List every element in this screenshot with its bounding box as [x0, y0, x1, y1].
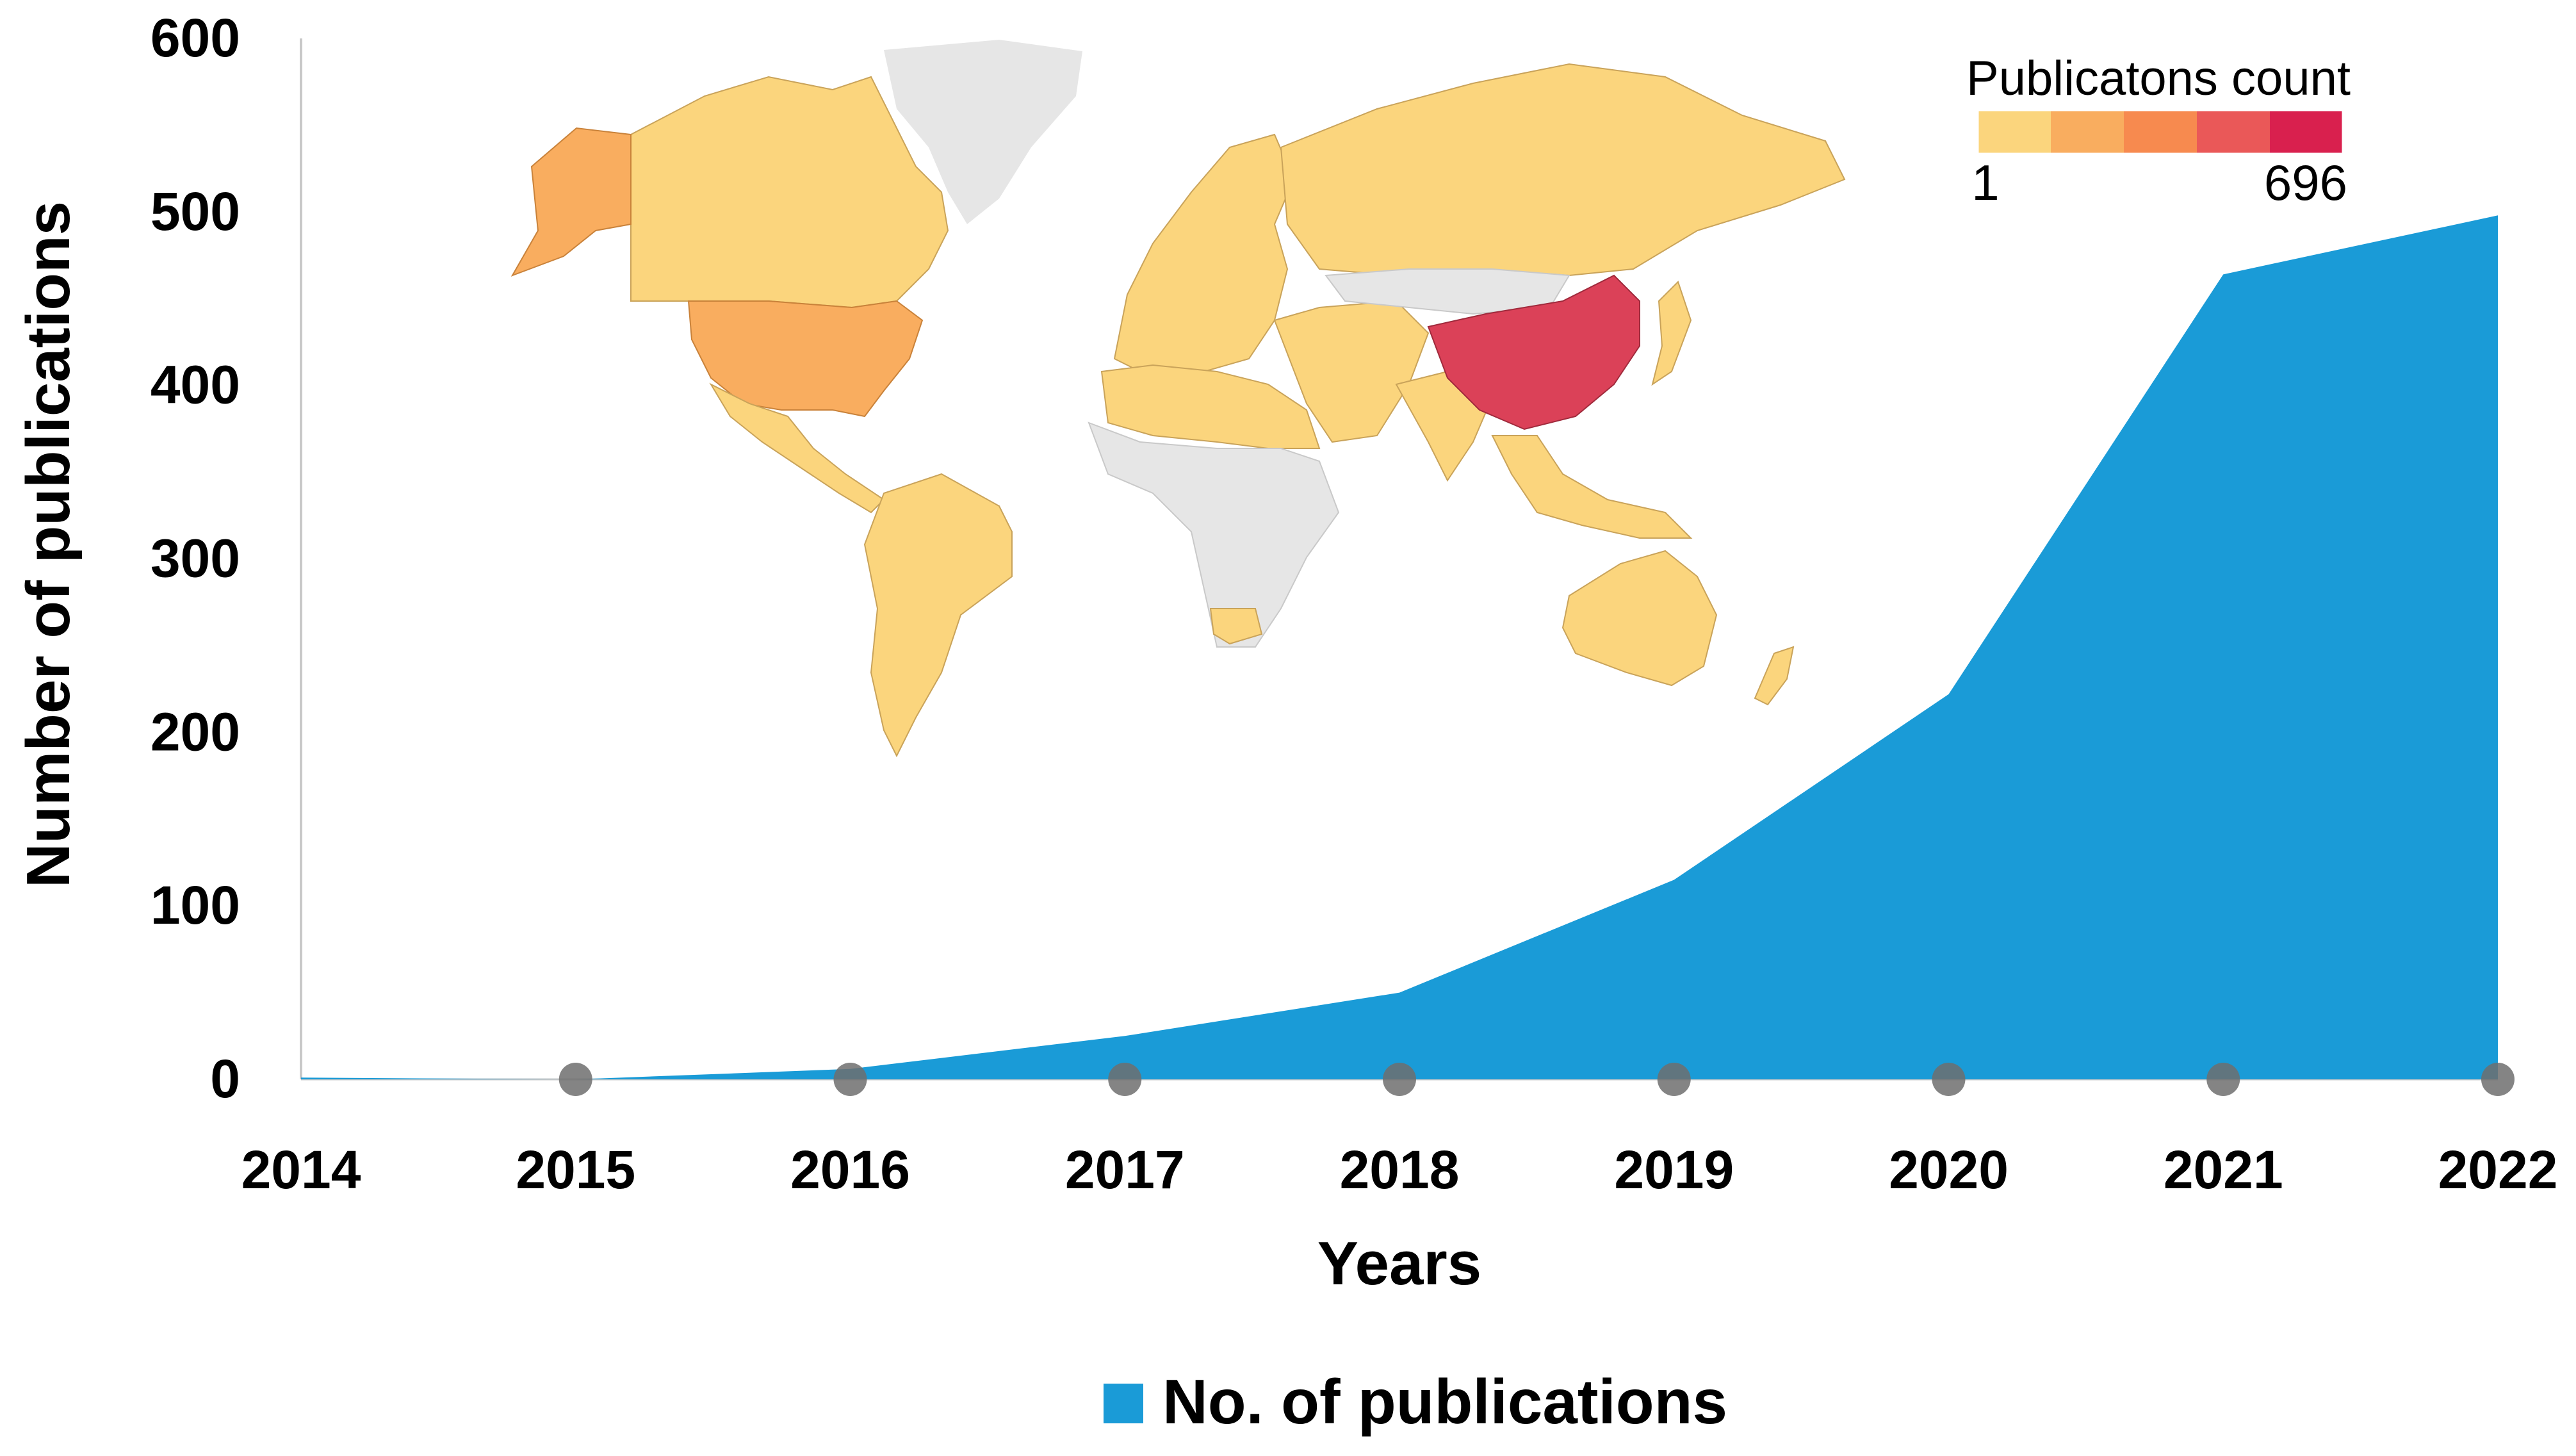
map-region-north-africa [1100, 364, 1321, 449]
map-region-japan [1651, 281, 1692, 386]
colorbar-border [1977, 109, 2344, 155]
x-tick-label: 2017 [1065, 1140, 1185, 1200]
year-marker-2018 [1383, 1063, 1416, 1096]
colorbar-swatch [2270, 110, 2344, 154]
y-tick-label: 100 [151, 875, 240, 935]
map-region-greenland [884, 40, 1082, 224]
year-marker-2015 [558, 1063, 592, 1096]
y-tick-label: 400 [151, 355, 240, 415]
y-tick-label: 300 [151, 528, 240, 589]
colorbar-title: Publicatons count [1966, 51, 2351, 106]
y-tick-label: 200 [151, 701, 240, 762]
colorbar-min-label: 1 [1971, 154, 1999, 211]
map-region-south-america [863, 473, 1013, 758]
colorbar-max-label: 696 [2264, 154, 2347, 211]
y-tick-label: 600 [151, 8, 240, 68]
x-axis-title: Years [1317, 1229, 1481, 1298]
x-tick-label: 2014 [241, 1140, 361, 1200]
x-tick-label: 2015 [516, 1140, 635, 1200]
x-tick-label: 2016 [790, 1140, 910, 1200]
y-tick-label: 0 [210, 1049, 240, 1109]
x-tick-label: 2018 [1340, 1140, 1460, 1200]
map-region-usa [687, 300, 924, 418]
year-marker-2020 [1932, 1063, 1966, 1096]
map-region-mexico [709, 382, 885, 514]
x-tick-label: 2022 [2438, 1140, 2558, 1200]
map-region-alaska [510, 127, 632, 277]
map-region-australia [1561, 550, 1718, 687]
map-region-europe [1113, 133, 1295, 379]
colorbar-swatches [1978, 110, 2344, 154]
colorbar-swatch [2051, 110, 2124, 154]
map-region-south-africa [1209, 608, 1263, 645]
map-region-china [1427, 274, 1640, 430]
y-tick-labels: 0 100 200 300 400 500 600 [151, 8, 240, 1109]
series-area-no-of-publications [301, 215, 2498, 1079]
colorbar-swatch [1978, 110, 2051, 154]
year-marker-2022 [2481, 1063, 2515, 1096]
colorbar-swatch [2124, 110, 2197, 154]
year-marker-2021 [2206, 1063, 2240, 1096]
map-region-new-zealand [1754, 646, 1795, 706]
legend-swatch [1104, 1384, 1143, 1423]
y-axis-title: Number of publications [14, 201, 83, 888]
colorbar-legend: Publicatons count 1 696 [1966, 51, 2351, 211]
year-marker-2017 [1108, 1063, 1142, 1096]
x-tick-label: 2019 [1614, 1140, 1734, 1200]
x-tick-label: 2021 [2164, 1140, 2283, 1200]
map-region-russia [1280, 63, 1846, 277]
x-tick-labels: 2014 2015 2016 2017 2018 2019 2020 2021 2022 [241, 1140, 2558, 1200]
y-tick-label: 500 [151, 181, 240, 241]
map-region-southeast-asia [1491, 435, 1693, 539]
x-tick-label: 2020 [1889, 1140, 2009, 1200]
map-region-africa-other [1088, 421, 1340, 648]
data-points [558, 1063, 2515, 1096]
series-legend: No. of publications [1104, 1366, 1727, 1437]
year-marker-2016 [833, 1063, 867, 1096]
colorbar-swatch [2197, 110, 2270, 154]
inset-world-map [510, 40, 1846, 758]
year-marker-2019 [1657, 1063, 1691, 1096]
legend-label: No. of publications [1162, 1366, 1727, 1437]
